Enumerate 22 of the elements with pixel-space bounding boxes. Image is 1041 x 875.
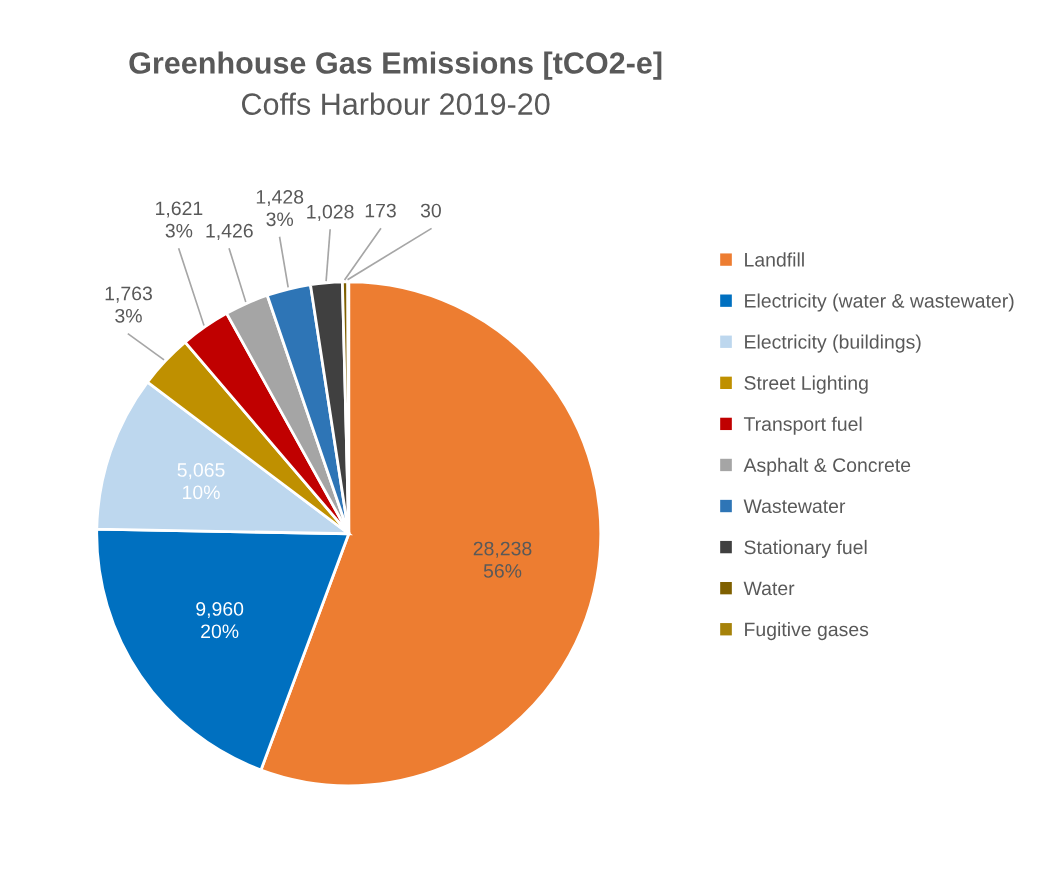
data-label: 1,621 3% <box>156 201 203 238</box>
legend-label: Asphalt & Concrete <box>743 457 911 476</box>
legend-label: Fugitive gases <box>745 622 869 641</box>
data-label: 5,065 10% <box>177 463 225 500</box>
data-label: 1,428 3% <box>256 190 304 227</box>
data-label: 1,426 <box>206 223 253 240</box>
legend-label: Street Lighting <box>744 375 868 394</box>
legend-label: Water <box>743 581 795 596</box>
legend-label: Wastewater <box>743 499 846 514</box>
legend-label: Stationary fuel <box>744 539 867 558</box>
data-label: 28,238 56% <box>473 541 532 578</box>
data-label: 173 <box>365 203 396 218</box>
chart-title: Greenhouse Gas Emissions [tCO2-e] <box>129 51 662 80</box>
chart-subtitle: Coffs Harbour 2019-20 <box>242 92 550 115</box>
data-label: 1,763 3% <box>105 286 152 323</box>
data-label: 1,028 <box>307 204 354 221</box>
legend-label: Transport fuel <box>743 416 862 435</box>
legend-label: Landfill <box>745 252 804 267</box>
data-label: 30 <box>420 203 441 218</box>
legend-label: Electricity (water & wastewater) <box>745 293 1014 312</box>
data-label: 9,960 20% <box>196 602 244 639</box>
legend-label: Electricity (buildings) <box>745 334 921 353</box>
